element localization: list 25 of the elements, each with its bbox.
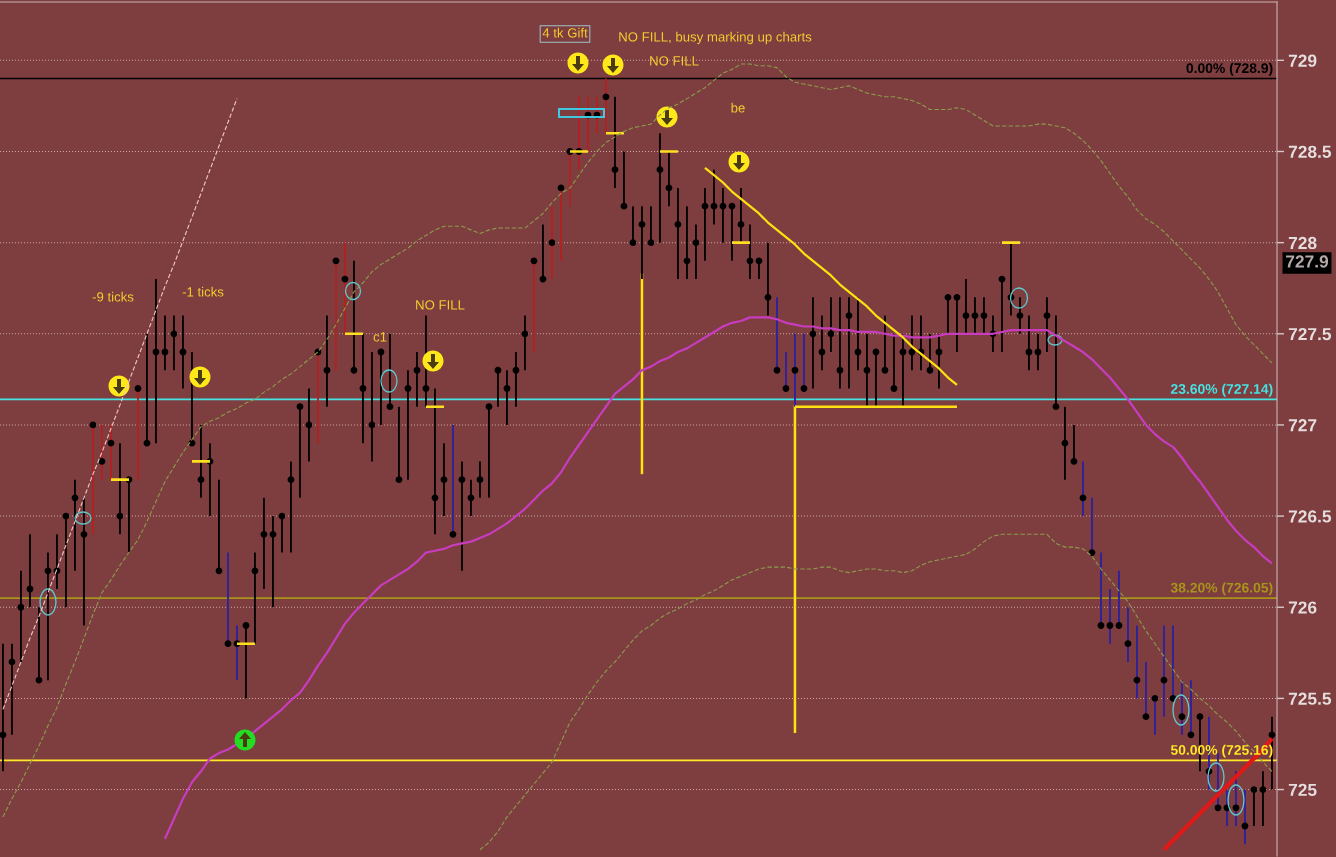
line-series — [163, 316, 1274, 840]
text: 727.9 — [1286, 255, 1329, 268]
ref-line-label: 0.00% (728.9) — [1186, 62, 1273, 76]
y-tick-label: 728.5 — [1288, 145, 1332, 158]
y-tick-label: 725.5 — [1288, 692, 1332, 705]
y-tick-label: 727.5 — [1288, 327, 1332, 341]
y-tick-label: 727 — [1288, 419, 1317, 432]
y-tick-label: 726.5 — [1288, 510, 1332, 523]
y-tick-label: 728 — [1288, 236, 1317, 250]
y-tick-label: 726 — [1288, 601, 1317, 614]
annotation: NO FILL, busy marking up charts — [619, 31, 812, 45]
annotation: -1 ticks — [182, 286, 224, 297]
ref-line-label: 38.20% (726.05) — [1170, 582, 1273, 596]
annotation: NO FILL — [416, 300, 465, 310]
line-series — [479, 533, 1273, 851]
annotation: -9 ticks — [92, 291, 134, 302]
annotation: 4 tk Gift — [542, 27, 588, 38]
line-series — [703, 166, 959, 386]
annotation: be — [731, 102, 745, 113]
y-tick-label: 729 — [1288, 54, 1317, 67]
annotation: NO FILL — [650, 56, 699, 66]
y-tick-label: 725 — [1288, 783, 1317, 797]
ref-line-label: 23.60% (727.14) — [1170, 383, 1273, 397]
annotation: c1 — [373, 332, 387, 342]
line-series — [2, 98, 238, 710]
